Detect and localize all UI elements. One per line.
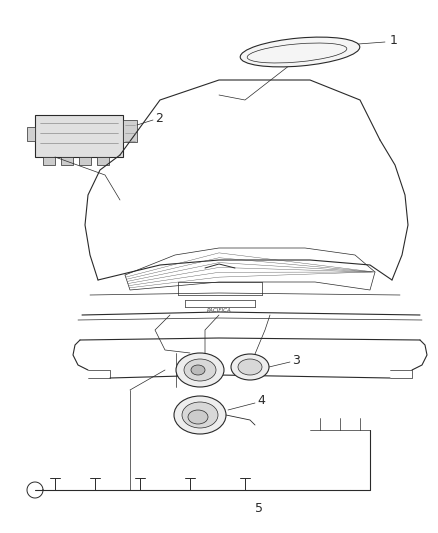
Bar xyxy=(43,157,55,165)
Ellipse shape xyxy=(182,402,218,428)
Ellipse shape xyxy=(191,365,205,375)
Bar xyxy=(35,115,123,157)
Ellipse shape xyxy=(176,353,224,387)
Text: 4: 4 xyxy=(257,394,265,408)
Text: 3: 3 xyxy=(292,353,300,367)
Ellipse shape xyxy=(238,359,262,375)
Ellipse shape xyxy=(231,354,269,380)
Text: 1: 1 xyxy=(390,34,398,46)
Ellipse shape xyxy=(174,396,226,434)
Text: 2: 2 xyxy=(155,112,163,125)
Bar xyxy=(123,120,137,142)
Ellipse shape xyxy=(240,37,360,67)
Ellipse shape xyxy=(184,359,216,381)
Bar xyxy=(61,157,73,165)
Bar xyxy=(79,157,91,165)
Text: 5: 5 xyxy=(255,502,263,515)
Ellipse shape xyxy=(188,410,208,424)
Text: PACIFICA: PACIFICA xyxy=(207,308,231,312)
Bar xyxy=(97,157,109,165)
Bar xyxy=(27,127,35,141)
